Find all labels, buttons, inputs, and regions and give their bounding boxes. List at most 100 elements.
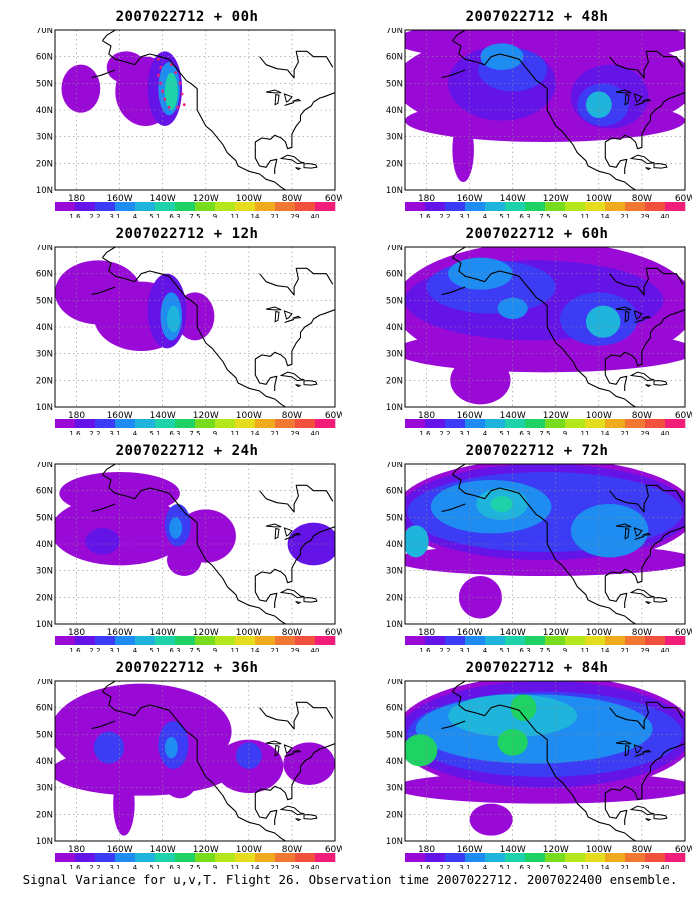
coastline (634, 536, 645, 540)
colorbar-label: 4 (133, 430, 138, 435)
colorbar-swatch (55, 419, 76, 428)
coastline (615, 740, 632, 745)
colorbar-label: 9 (213, 647, 217, 652)
variance-region (169, 517, 183, 539)
coastline (102, 474, 286, 624)
coastline (609, 267, 684, 296)
colorbar-swatch (135, 636, 156, 645)
x-tick-label: 100W (236, 411, 262, 421)
coastline (633, 527, 643, 537)
observation-marker (156, 57, 160, 61)
colorbar-swatch (235, 636, 256, 645)
colorbar-label: 3.1 (109, 864, 120, 869)
x-tick-label: 140W (150, 194, 176, 204)
colorbar-label: 4 (483, 213, 488, 218)
colorbar-label: 29 (641, 647, 650, 652)
colorbar-swatch (525, 853, 546, 862)
colorbar-label: 6.3 (169, 647, 180, 652)
y-tick-label: 40N (386, 540, 403, 550)
colorbar-label: 29 (641, 430, 650, 435)
colorbar-swatch (175, 853, 196, 862)
colorbar-swatch (315, 202, 336, 211)
y-tick-label: 60N (36, 704, 53, 714)
coastline (604, 581, 628, 608)
colorbar-label: 9 (563, 430, 567, 435)
coastline (254, 743, 335, 801)
variance-region (448, 694, 578, 737)
coastline (279, 154, 305, 165)
y-tick-label: 60N (386, 487, 403, 497)
coastline (91, 286, 116, 296)
colorbar-label: 3.1 (109, 430, 120, 435)
colorbar-label: 29 (291, 213, 300, 218)
colorbar-label: 2.2 (89, 864, 100, 869)
variance-region (405, 734, 438, 767)
colorbar-swatch (445, 853, 466, 862)
coastline (451, 681, 502, 693)
coastline (615, 89, 632, 94)
x-tick-label: 160W (107, 411, 133, 421)
colorbar-label: 11 (231, 864, 240, 869)
y-tick-label: 10N (36, 403, 53, 413)
x-tick-label: 120W (543, 628, 569, 638)
colorbar-swatch (625, 636, 646, 645)
colorbar-label: 5.1 (499, 430, 510, 435)
coastline (295, 601, 302, 605)
y-tick-label: 70N (386, 28, 403, 36)
coastline (265, 523, 282, 528)
colorbar-label: 2.2 (439, 213, 450, 218)
colorbar-label: 3.1 (459, 864, 470, 869)
colorbar-swatch (135, 202, 156, 211)
coastline (292, 749, 302, 753)
y-tick-label: 20N (386, 376, 403, 386)
coastline (604, 92, 685, 150)
colorbar-swatch (115, 853, 136, 862)
colorbar-label: 3.1 (459, 213, 470, 218)
y-tick-label: 10N (386, 620, 403, 630)
colorbar-swatch (645, 636, 666, 645)
observation-marker (169, 63, 173, 67)
colorbar-swatch (235, 202, 256, 211)
coastline (624, 93, 630, 106)
coastline (292, 315, 302, 319)
x-tick-label: 140W (500, 845, 526, 855)
colorbar-label: 4 (133, 647, 138, 652)
map-chart: 10N 20N 30N 40N 50N 60N 70N 180 160W 140W 120W 100W… (386, 245, 692, 435)
x-tick-label: 160W (457, 194, 483, 204)
coastline (634, 319, 645, 323)
x-tick-label: 80W (632, 194, 652, 204)
colorbar-swatch (425, 419, 446, 428)
y-tick-label: 40N (386, 757, 403, 767)
colorbar-label: 7.5 (189, 213, 200, 218)
colorbar-swatch (135, 419, 156, 428)
coastline (441, 720, 466, 730)
colorbar-swatch (645, 419, 666, 428)
colorbar-swatch (485, 853, 506, 862)
coastline (441, 503, 466, 513)
coastline (609, 701, 684, 730)
colorbar-swatch (665, 636, 686, 645)
coastline (274, 744, 280, 757)
colorbar-swatch (115, 202, 136, 211)
y-tick-label: 20N (36, 810, 53, 820)
x-tick-label: 160W (457, 411, 483, 421)
colorbar-swatch (215, 202, 236, 211)
x-tick-label: 100W (586, 845, 612, 855)
coastline (303, 597, 318, 603)
map-frame (404, 680, 686, 842)
colorbar-swatch (55, 853, 76, 862)
x-tick-label: 100W (586, 194, 612, 204)
coastline (295, 818, 302, 822)
y-tick-label: 20N (386, 810, 403, 820)
variance-region (497, 297, 528, 319)
colorbar-swatch (565, 419, 586, 428)
coastline (303, 380, 318, 386)
x-tick-label: 80W (632, 845, 652, 855)
x-tick-label: 160W (107, 194, 133, 204)
colorbar-swatch (405, 853, 426, 862)
colorbar-label: 1.6 (69, 213, 81, 218)
colorbar-swatch (195, 202, 216, 211)
colorbar-swatch (155, 853, 176, 862)
coastline (633, 93, 643, 103)
colorbar-label: 11 (581, 213, 590, 218)
